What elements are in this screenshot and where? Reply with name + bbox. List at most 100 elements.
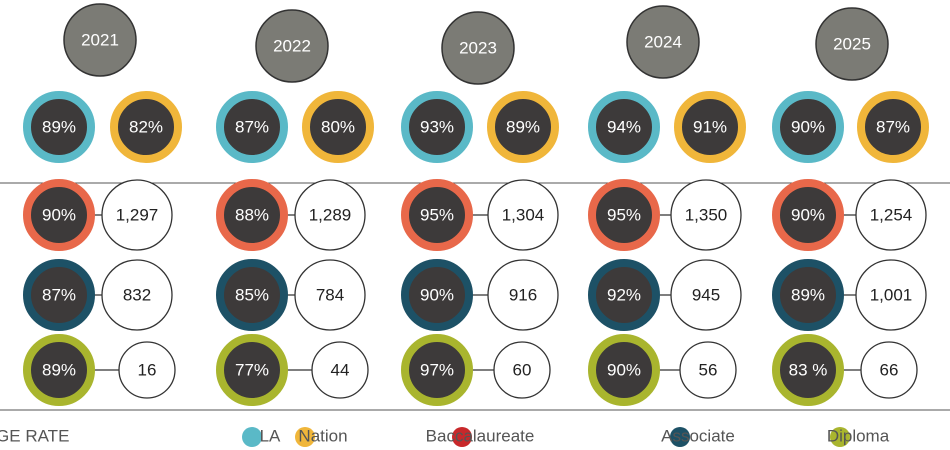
count-label: 1,304 bbox=[502, 205, 545, 224]
nation-rate bbox=[110, 91, 182, 163]
diploma-rate-label: 90% bbox=[607, 360, 641, 379]
baccalaureate-rate bbox=[23, 179, 95, 251]
legend-dot bbox=[830, 427, 850, 447]
baccalaureate-rate-label: 88% bbox=[235, 205, 269, 224]
diploma-rate bbox=[23, 334, 95, 406]
diploma-rate bbox=[216, 334, 288, 406]
la-rate-label: 94% bbox=[607, 117, 641, 136]
baccalaureate-rate-label: 90% bbox=[42, 205, 76, 224]
la-rate bbox=[401, 91, 473, 163]
associate-rate bbox=[772, 259, 844, 331]
legend-dot bbox=[670, 427, 690, 447]
nation-rate bbox=[487, 91, 559, 163]
year-label: 2021 bbox=[81, 30, 119, 49]
count-circle bbox=[855, 259, 927, 331]
count-label: 1,297 bbox=[116, 205, 159, 224]
diploma-rate-label: 77% bbox=[235, 360, 269, 379]
associate-rate bbox=[401, 259, 473, 331]
count-label: 832 bbox=[123, 285, 151, 304]
count-label: 945 bbox=[692, 285, 720, 304]
year-circle bbox=[63, 3, 137, 77]
nation-rate bbox=[857, 91, 929, 163]
la-rate-label: 89% bbox=[42, 117, 76, 136]
year-circle bbox=[255, 9, 329, 83]
count-label: 916 bbox=[509, 285, 537, 304]
count-circle bbox=[294, 179, 366, 251]
baccalaureate-rate bbox=[588, 179, 660, 251]
diploma-rate-label: 97% bbox=[420, 360, 454, 379]
associate-rate bbox=[23, 259, 95, 331]
baccalaureate-rate bbox=[401, 179, 473, 251]
year-circle bbox=[626, 5, 700, 79]
nation-rate-label: 80% bbox=[321, 117, 355, 136]
count-circle bbox=[855, 179, 927, 251]
nation-rate bbox=[302, 91, 374, 163]
count-circle bbox=[860, 341, 918, 399]
year-circle bbox=[441, 11, 515, 85]
legend-label: Associate bbox=[661, 426, 735, 445]
associate-rate-label: 90% bbox=[420, 285, 454, 304]
baccalaureate-rate bbox=[772, 179, 844, 251]
year-circle bbox=[815, 7, 889, 81]
count-label: 16 bbox=[138, 360, 157, 379]
year-label: 2023 bbox=[459, 38, 497, 57]
diploma-rate bbox=[588, 334, 660, 406]
diploma-rate-label: 83 % bbox=[789, 360, 828, 379]
year-label: 2024 bbox=[644, 32, 682, 51]
count-circle bbox=[311, 341, 369, 399]
nation-rate-label: 91% bbox=[693, 117, 727, 136]
count-circle bbox=[670, 259, 742, 331]
la-rate bbox=[588, 91, 660, 163]
count-label: 1,350 bbox=[685, 205, 728, 224]
count-label: 60 bbox=[513, 360, 532, 379]
count-label: 1,254 bbox=[870, 205, 913, 224]
count-circle bbox=[487, 179, 559, 251]
associate-rate-label: 89% bbox=[791, 285, 825, 304]
diploma-rate bbox=[401, 334, 473, 406]
count-label: 66 bbox=[880, 360, 899, 379]
count-circle bbox=[670, 179, 742, 251]
legend-label: Diploma bbox=[827, 426, 890, 445]
count-circle bbox=[101, 259, 173, 331]
baccalaureate-rate-label: 90% bbox=[791, 205, 825, 224]
la-rate bbox=[23, 91, 95, 163]
associate-rate bbox=[216, 259, 288, 331]
la-rate-label: 93% bbox=[420, 117, 454, 136]
diploma-rate-label: 89% bbox=[42, 360, 76, 379]
year-label: 2025 bbox=[833, 34, 871, 53]
nation-rate-label: 82% bbox=[129, 117, 163, 136]
associate-rate bbox=[588, 259, 660, 331]
count-circle bbox=[118, 341, 176, 399]
legend-label: Nation bbox=[298, 426, 347, 445]
la-rate-label: 87% bbox=[235, 117, 269, 136]
year-label: 2022 bbox=[273, 36, 311, 55]
la-rate-label: 90% bbox=[791, 117, 825, 136]
legend-title: PASSAGE RATE bbox=[0, 426, 69, 445]
legend-dot bbox=[295, 427, 315, 447]
baccalaureate-rate-label: 95% bbox=[607, 205, 641, 224]
count-circle bbox=[493, 341, 551, 399]
diploma-rate bbox=[772, 334, 844, 406]
nation-rate-label: 89% bbox=[506, 117, 540, 136]
count-circle bbox=[101, 179, 173, 251]
associate-rate-label: 87% bbox=[42, 285, 76, 304]
associate-rate-label: 92% bbox=[607, 285, 641, 304]
baccalaureate-rate-label: 95% bbox=[420, 205, 454, 224]
nation-rate bbox=[674, 91, 746, 163]
count-circle bbox=[487, 259, 559, 331]
count-circle bbox=[679, 341, 737, 399]
la-rate bbox=[216, 91, 288, 163]
baccalaureate-rate bbox=[216, 179, 288, 251]
count-label: 1,001 bbox=[870, 285, 913, 304]
la-rate bbox=[772, 91, 844, 163]
legend-label: Baccalaureate bbox=[426, 426, 535, 445]
count-label: 1,289 bbox=[309, 205, 352, 224]
nation-rate-label: 87% bbox=[876, 117, 910, 136]
legend-label: LA bbox=[260, 426, 281, 445]
count-label: 784 bbox=[316, 285, 344, 304]
count-label: 56 bbox=[699, 360, 718, 379]
count-label: 44 bbox=[331, 360, 350, 379]
legend-dot bbox=[452, 427, 472, 447]
count-circle bbox=[294, 259, 366, 331]
